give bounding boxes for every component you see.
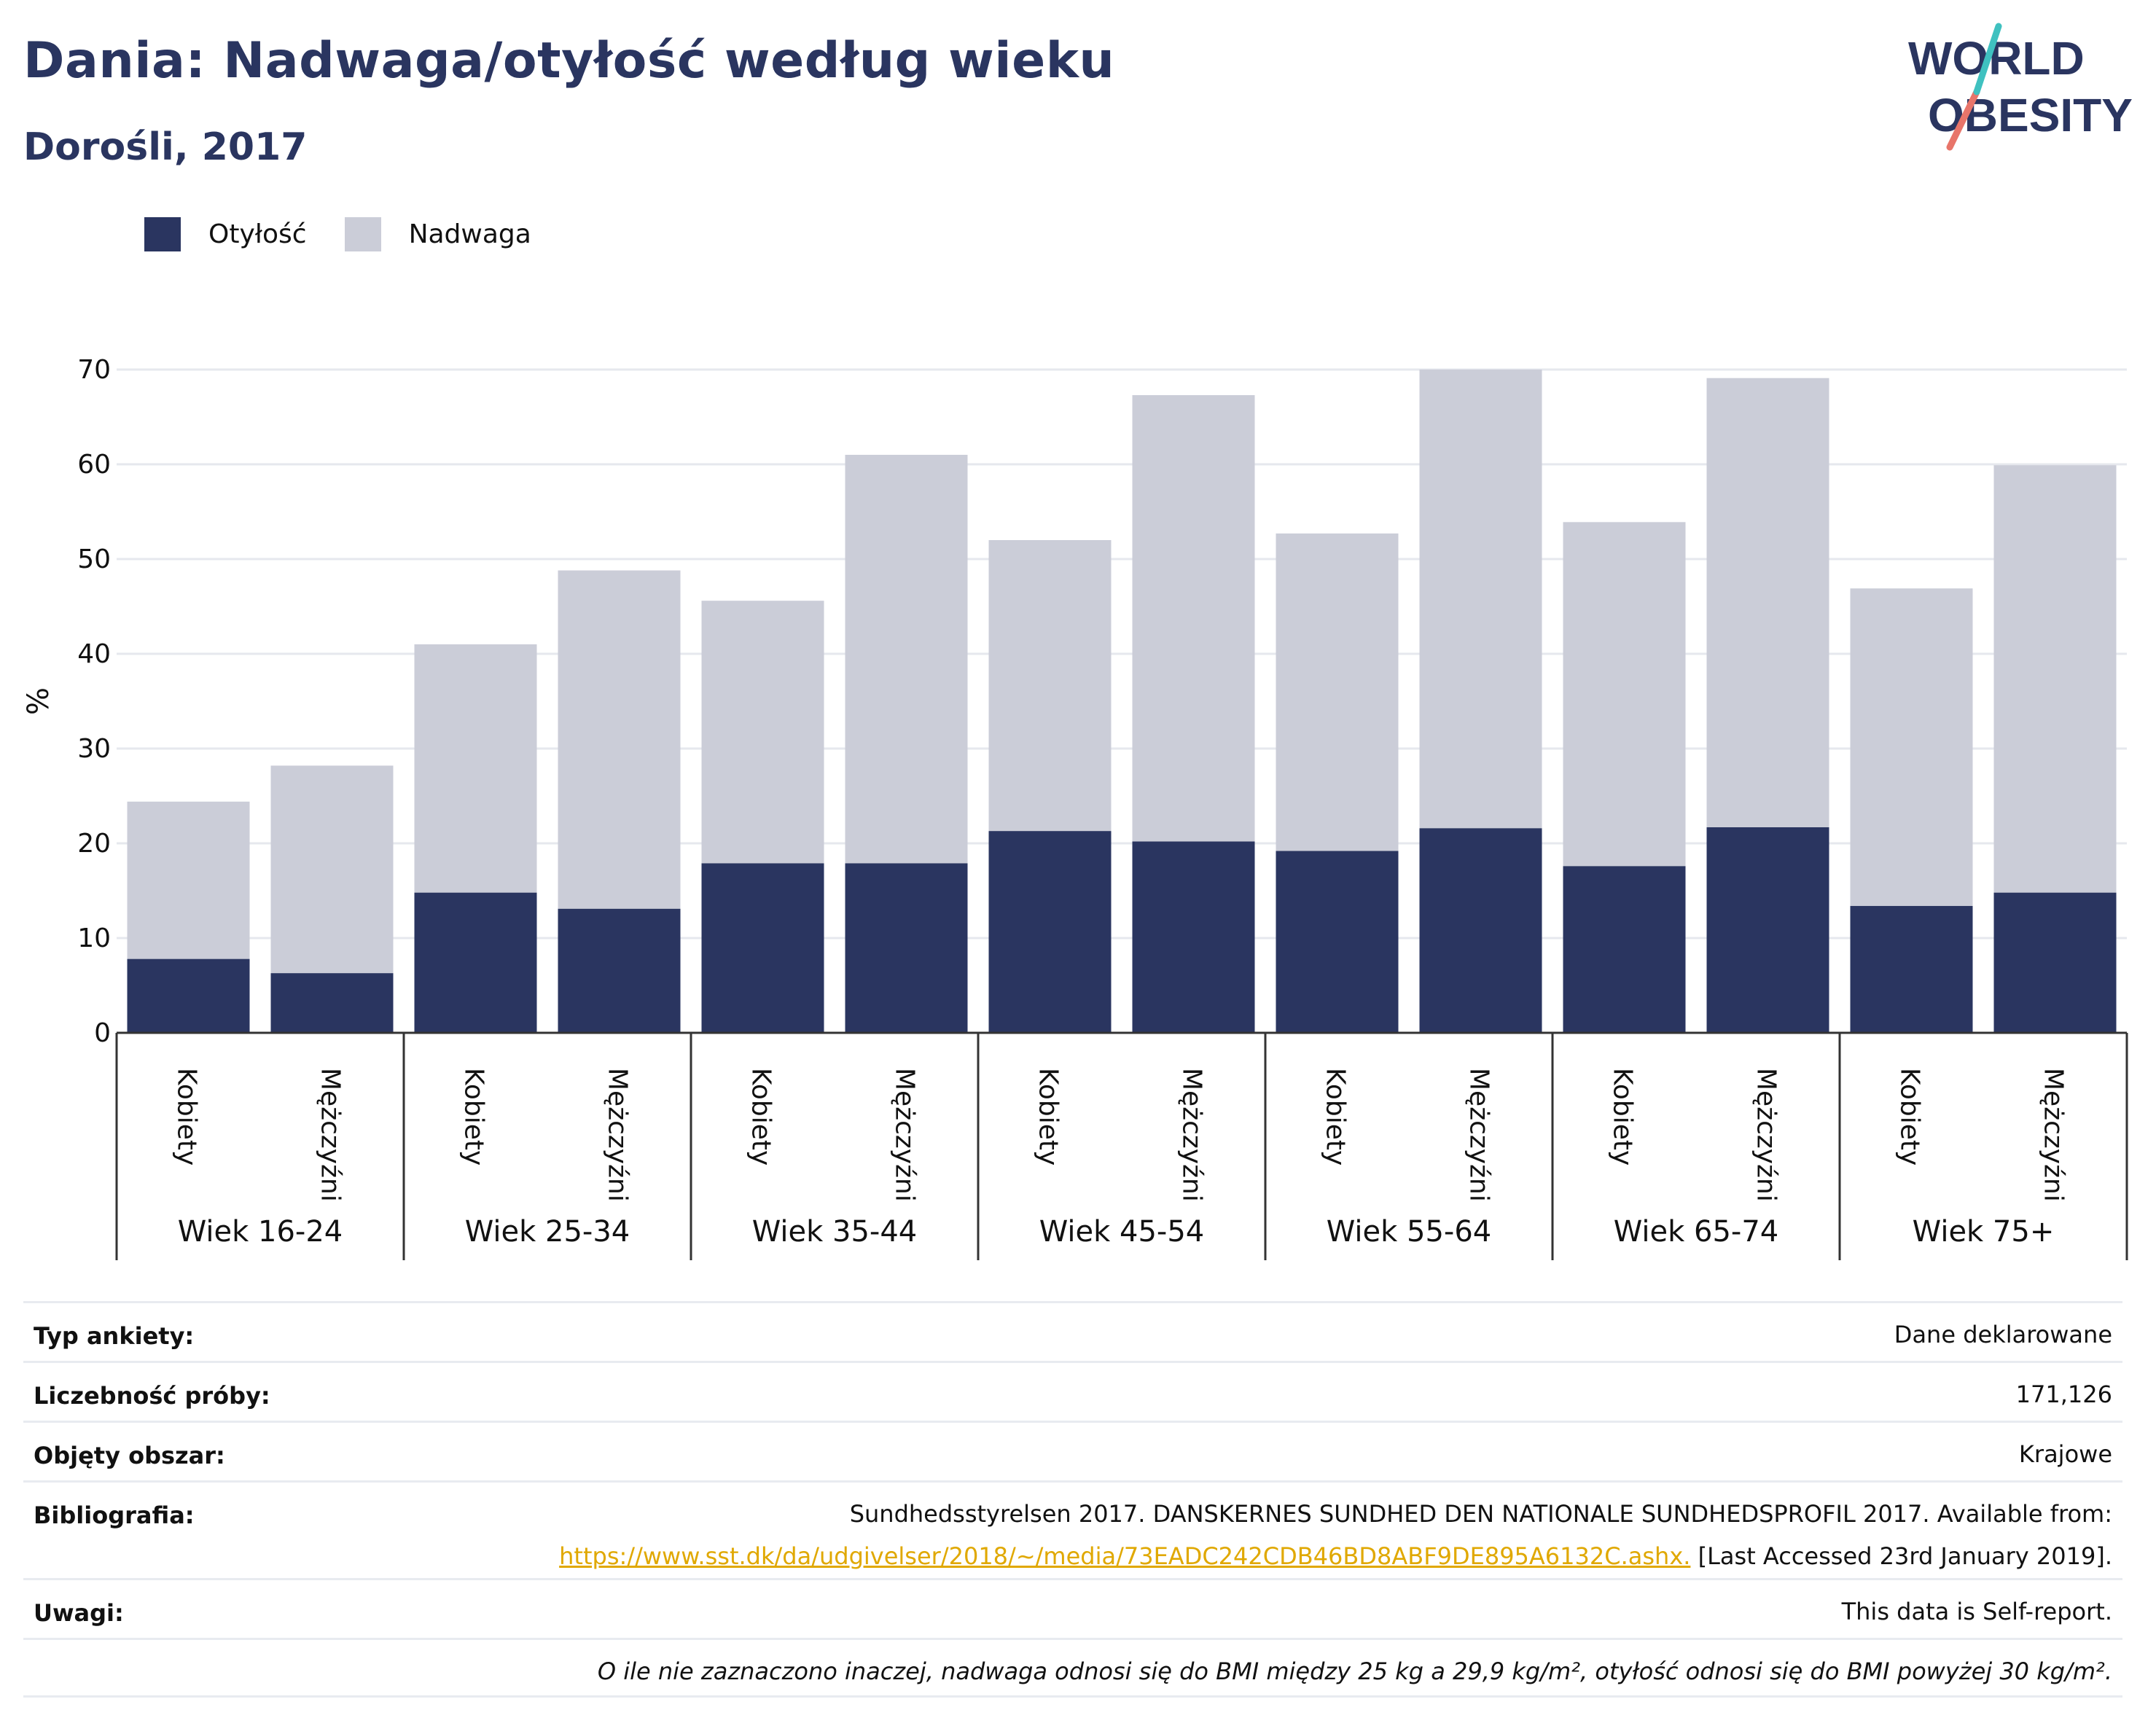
notes-label: Uwagi: xyxy=(34,1599,124,1627)
x-group-label: Wiek 55-64 xyxy=(1327,1215,1492,1249)
bar-overweight xyxy=(988,540,1112,832)
sample-size-label: Liczebność próby: xyxy=(34,1382,270,1410)
notes-value: This data is Self-report. xyxy=(1841,1598,2112,1625)
area-label: Objęty obszar: xyxy=(34,1442,225,1469)
legend-label-obesity: Otyłość xyxy=(208,219,307,249)
bibliography-link[interactable]: https://www.sst.dk/da/udgivelser/2018/~/… xyxy=(559,1542,1691,1570)
x-subcategory-label: Mężczyźni xyxy=(316,1068,345,1202)
info-row-survey-type: Typ ankiety: Dane deklarowane xyxy=(23,1301,2122,1361)
legend-label-overweight: Nadwaga xyxy=(408,219,531,249)
x-subcategory-label: Kobiety xyxy=(1321,1068,1351,1165)
bar-overweight xyxy=(270,765,394,974)
y-tick-label: 0 xyxy=(94,1018,111,1048)
info-row-area: Objęty obszar: Krajowe xyxy=(23,1421,2122,1480)
x-subcategory-label: Mężczyźni xyxy=(890,1068,920,1202)
legend-swatch-obesity xyxy=(144,217,181,251)
info-row-footnote: O ile nie zaznaczono inaczej, nadwaga od… xyxy=(23,1638,2122,1698)
x-subcategory-label: Kobiety xyxy=(1034,1068,1063,1165)
bibliography-text: Sundhedsstyrelsen 2017. DANSKERNES SUNDH… xyxy=(849,1500,2112,1528)
bar-overweight xyxy=(1132,395,1255,842)
x-subcategory-label: Kobiety xyxy=(746,1068,776,1165)
bar-overweight xyxy=(1276,533,1399,851)
x-group-label: Wiek 65-74 xyxy=(1614,1215,1779,1249)
bar-overweight xyxy=(1706,378,1829,827)
info-row-bibliography: Bibliografia: Sundhedsstyrelsen 2017. DA… xyxy=(23,1480,2122,1578)
bar-obesity xyxy=(270,973,394,1033)
x-subcategory-label: Mężczyźni xyxy=(1751,1068,1781,1202)
world-obesity-logo: WORLD OBESITY xyxy=(1908,23,2133,151)
bar-overweight xyxy=(558,570,681,909)
stacked-bar-chart: 0 10 20 30 40 50 60 70% Kobiety Mężczyźni Kobiety M… xyxy=(22,355,2128,1260)
y-tick-label: 60 xyxy=(77,450,111,480)
bibliography-accessed: [Last Accessed 23rd January 2019]. xyxy=(1698,1542,2112,1570)
y-tick-label: 40 xyxy=(77,639,111,669)
x-group-label: Wiek 35-44 xyxy=(752,1215,918,1249)
x-group-label: Wiek 25-34 xyxy=(465,1215,630,1249)
x-subcategory-label: Mężczyźni xyxy=(603,1068,633,1202)
x-subcategory-label: Mężczyźni xyxy=(1464,1068,1494,1202)
bar-overweight xyxy=(1419,370,1542,829)
legend-swatch-overweight xyxy=(344,217,381,251)
info-row-notes: Uwagi: This data is Self-report. xyxy=(23,1578,2122,1638)
bar-overweight xyxy=(1850,588,1973,906)
sample-size-value: 171,126 xyxy=(2015,1380,2112,1408)
area-value: Krajowe xyxy=(2018,1440,2112,1468)
y-tick-label: 50 xyxy=(77,544,111,574)
x-subcategory-label: Kobiety xyxy=(459,1068,489,1165)
bar-obesity xyxy=(1132,841,1255,1033)
x-subcategory-label: Kobiety xyxy=(1608,1068,1638,1165)
survey-type-value: Dane deklarowane xyxy=(1894,1321,2112,1348)
y-tick-label: 10 xyxy=(77,923,111,953)
info-table: Typ ankiety: Dane deklarowane Liczebność… xyxy=(23,1301,2122,1698)
page-title: Dania: Nadwaga/otyłość według wieku xyxy=(23,32,1115,90)
x-subcategory-label: Kobiety xyxy=(172,1068,202,1165)
bar-obesity xyxy=(414,892,537,1033)
bar-overweight xyxy=(414,644,537,893)
survey-type-label: Typ ankiety: xyxy=(34,1322,195,1350)
bar-obesity xyxy=(1706,827,1829,1033)
bar-obesity xyxy=(701,863,824,1033)
bar-obesity xyxy=(1563,866,1686,1033)
bar-overweight xyxy=(701,601,824,864)
bar-obesity xyxy=(127,958,250,1033)
bibliography-label: Bibliografia: xyxy=(34,1501,195,1529)
bar-obesity xyxy=(1419,828,1542,1033)
x-group-label: Wiek 75+ xyxy=(1913,1215,2055,1249)
y-axis-title: % xyxy=(22,687,55,715)
x-subcategory-label: Mężczyźni xyxy=(2039,1068,2069,1202)
bar-overweight xyxy=(127,801,250,959)
bar-obesity xyxy=(1993,892,2117,1033)
info-row-sample-size: Liczebność próby: 171,126 xyxy=(23,1361,2122,1421)
x-group-label: Wiek 45-54 xyxy=(1039,1215,1205,1249)
x-subcategory-label: Mężczyźni xyxy=(1177,1068,1207,1202)
x-group-label: Wiek 16-24 xyxy=(178,1215,343,1249)
y-tick-label: 20 xyxy=(77,829,111,859)
bar-overweight xyxy=(1993,465,2117,893)
page-subtitle: Dorośli, 2017 xyxy=(23,125,308,169)
chart-legend: Otyłość Nadwaga xyxy=(144,217,569,251)
bar-overweight xyxy=(845,455,968,864)
bar-obesity xyxy=(558,908,681,1033)
bar-obesity xyxy=(1850,905,1973,1033)
footnote: O ile nie zaznaczono inaczej, nadwaga od… xyxy=(597,1657,2112,1685)
bar-obesity xyxy=(988,831,1112,1033)
y-tick-label: 70 xyxy=(77,355,111,385)
bar-obesity xyxy=(845,863,968,1033)
bibliography-value: Sundhedsstyrelsen 2017. DANSKERNES SUNDH… xyxy=(559,1493,2112,1577)
y-tick-label: 30 xyxy=(77,734,111,764)
bar-overweight xyxy=(1563,522,1686,867)
bar-obesity xyxy=(1276,851,1399,1033)
x-subcategory-label: Kobiety xyxy=(1895,1068,1925,1165)
